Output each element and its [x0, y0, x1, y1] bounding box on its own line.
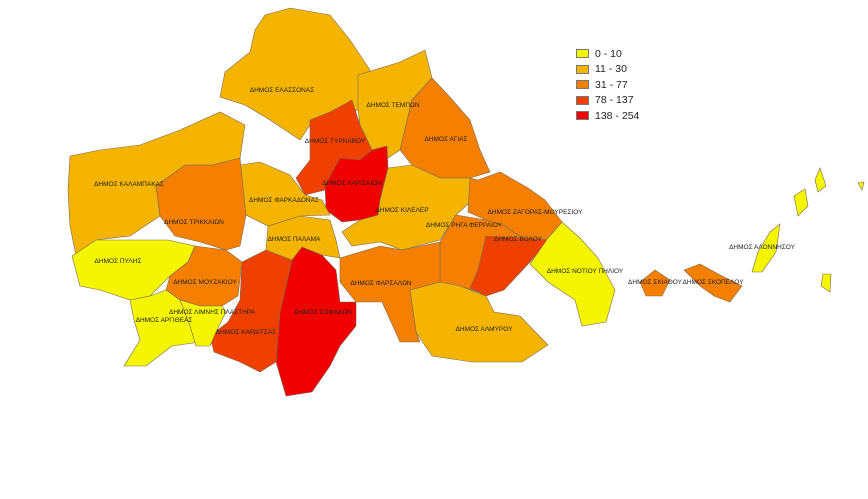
municipality-label: ΔΗΜΟΣ ΕΛΑΣΣΟΝΑΣ	[250, 87, 314, 94]
legend-label: 138 - 254	[595, 109, 640, 122]
municipality-22	[639, 269, 671, 297]
municipality-area	[793, 188, 809, 217]
municipality-label: ΔΗΜΟΣ ΤΥΡΝΑΒΟΥ	[305, 138, 366, 145]
municipality-20	[123, 289, 201, 367]
legend-swatch	[576, 111, 589, 121]
legend-item: 31 - 77	[576, 77, 639, 93]
municipality-area	[529, 221, 616, 327]
municipality-label: ΔΗΜΟΣ ΣΟΦΑΔΩΝ	[294, 309, 352, 316]
municipality-label: ΔΗΜΟΣ ΚΑΡΔΙΤΣΑΣ	[216, 329, 276, 336]
municipality-8	[469, 235, 549, 297]
municipality-label: ΔΗΜΟΣ ΒΟΛΟΥ	[494, 236, 543, 243]
municipality-label: ΔΗΜΟΣ ΤΕΜΠΩΝ	[366, 102, 419, 109]
legend-item: 11 - 30	[576, 62, 639, 78]
municipality-14	[265, 215, 341, 261]
municipality-area	[751, 223, 781, 273]
municipality-area	[857, 181, 865, 191]
municipality-label: ΔΗΜΟΣ ΣΚΙΑΘΟΥ	[628, 279, 683, 286]
legend-item: 138 - 254	[576, 108, 639, 124]
legend-item: 78 - 137	[576, 93, 639, 109]
municipality-label: ΔΗΜΟΣ ΠΥΛΗΣ	[95, 258, 142, 265]
municipality-area	[67, 111, 246, 257]
municipality-area	[399, 77, 491, 179]
municipality-label: ΔΗΜΟΣ ΑΓΙΑΣ	[424, 136, 467, 143]
legend-swatch	[576, 64, 589, 74]
municipality-label: ΔΗΜΟΣ ΦΑΡΣΑΛΩΝ	[350, 280, 412, 287]
municipality-label: ΔΗΜΟΣ ΚΑΛΑΜΠΑΚΑΣ	[94, 181, 164, 188]
municipality-label: ΔΗΜΟΣ ΜΟΥΖΑΚΙΟΥ	[173, 279, 237, 286]
municipality-label: ΔΗΜΟΣ ΣΚΟΠΕΛΟΥ	[683, 279, 745, 286]
municipality-area	[820, 273, 832, 293]
municipality-label: ΔΗΜΟΣ ΦΑΡΚΑΔΟΝΑΣ	[249, 197, 319, 204]
municipality-area	[639, 269, 671, 297]
municipality-label: ΔΗΜΟΣ ΛΑΡΙΣΑΙΩΝ	[322, 180, 382, 187]
legend: 0 - 10 11 - 30 31 - 77 78 - 137 138 - 25…	[576, 46, 639, 124]
municipality-area	[239, 161, 331, 227]
legend-swatch	[576, 95, 589, 105]
municipality-area	[219, 7, 371, 141]
municipality-label: ΔΗΜΟΣ ΛΙΜΝΗΣ ΠΛΑΣΤΗΡΑ	[169, 309, 256, 316]
municipality-24	[751, 167, 865, 293]
municipality-area	[409, 281, 549, 363]
municipality-label: ΔΗΜΟΣ ΑΡΓΙΘΕΑΣ	[136, 317, 193, 324]
municipality-area	[265, 215, 341, 261]
municipality-15	[239, 161, 331, 227]
municipality-label: ΔΗΜΟΣ ΠΑΛΑΜΑ	[268, 236, 321, 243]
municipality-label: ΔΗΜΟΣ ΚΙΛΕΛΕΡ	[375, 207, 428, 214]
municipality-area	[683, 263, 743, 303]
municipality-4	[399, 77, 491, 179]
municipality-area	[179, 299, 227, 347]
municipality-label: ΔΗΜΟΣ ΖΑΓΟΡΑΣ-ΜΟΥΡΕΣΙΟΥ	[488, 209, 584, 216]
municipality-label: ΔΗΜΟΣ ΡΗΓΑ ΦΕΡΡΑΙΟΥ	[426, 222, 503, 229]
municipality-label: ΔΗΜΟΣ ΤΡΙΚΚΑΙΩΝ	[164, 219, 224, 226]
legend-label: 0 - 10	[595, 47, 622, 60]
municipality-17	[67, 111, 246, 257]
legend-swatch	[576, 49, 589, 59]
municipality-21	[179, 299, 227, 347]
municipality-label: ΔΗΜΟΣ ΝΟΤΙΟΥ ΠΗΛΙΟΥ	[547, 268, 624, 275]
municipality-0	[219, 7, 371, 141]
municipality-area	[469, 235, 549, 297]
municipality-9	[529, 221, 616, 327]
legend-swatch	[576, 80, 589, 90]
municipality-area	[123, 289, 201, 367]
municipality-23	[683, 263, 743, 303]
municipality-label: ΔΗΜΟΣ ΑΛΜΥΡΟΥ	[456, 326, 514, 333]
legend-item: 0 - 10	[576, 46, 639, 62]
legend-label: 31 - 77	[595, 78, 628, 91]
municipality-10	[409, 281, 549, 363]
legend-label: 78 - 137	[595, 94, 634, 107]
legend-label: 11 - 30	[595, 63, 627, 76]
municipality-label: ΔΗΜΟΣ ΑΛΟΝΝΗΣΟΥ	[729, 244, 796, 251]
municipality-area	[814, 167, 827, 193]
